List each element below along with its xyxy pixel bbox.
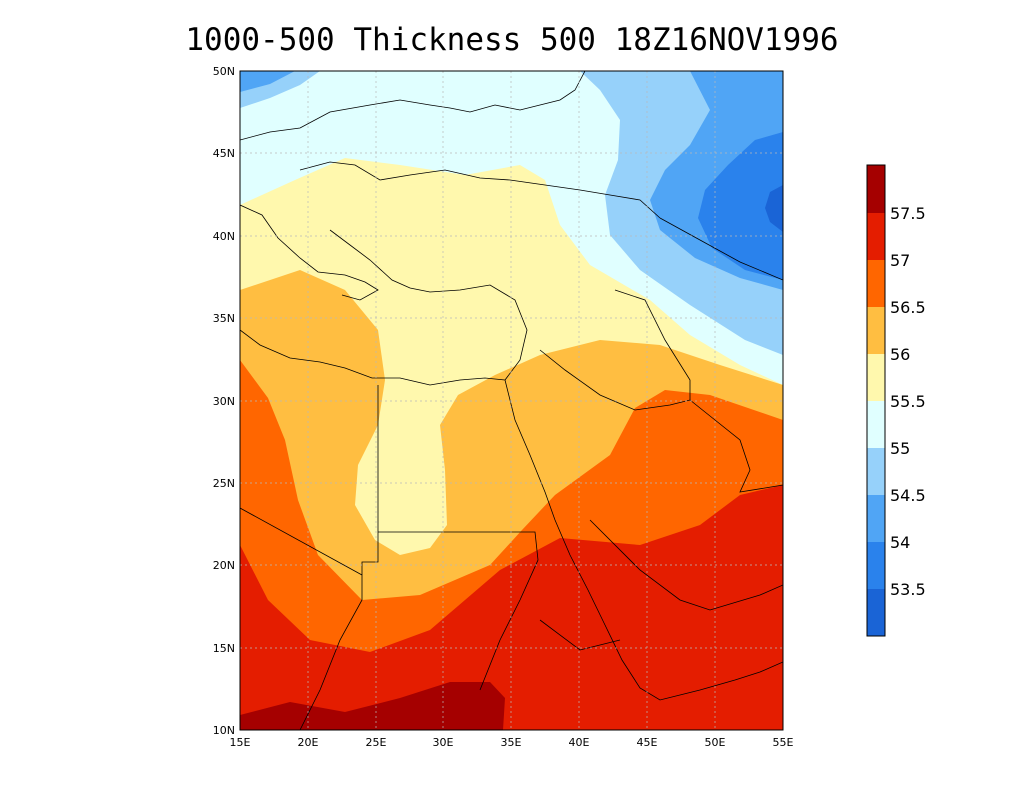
colorbar-swatch [867, 542, 885, 589]
lon-tick-label: 35E [501, 736, 522, 749]
colorbar-swatch [867, 589, 885, 636]
colorbar-label: 53.5 [890, 580, 926, 599]
colorbar: 53.5 54 54.5 55 55.5 56 56.5 57 57.5 [866, 164, 926, 637]
map-frame [239, 70, 784, 731]
colorbar-swatch [867, 401, 885, 448]
lon-tick-label: 20E [298, 736, 319, 749]
colorbar-label: 54 [890, 533, 910, 552]
band-53.5-54 [698, 132, 783, 280]
lon-tick-label: 15E [230, 736, 251, 749]
lat-tick-label: 35N [213, 312, 235, 325]
colorbar-frame [866, 164, 886, 637]
thickness-contour-fields [240, 71, 783, 730]
lon-tick-label: 40E [569, 736, 590, 749]
colorbar-swatch [867, 165, 885, 213]
longitude-axis: 15E 20E 25E 30E 35E 40E 45E 50E 55E [230, 736, 794, 749]
lon-tick-label: 45E [637, 736, 658, 749]
lat-tick-label: 15N [213, 642, 235, 655]
colorbar-swatch [867, 307, 885, 354]
lat-tick-label: 10N [213, 724, 235, 737]
colorbar-swatch [867, 260, 885, 307]
lat-tick-label: 25N [213, 477, 235, 490]
lon-tick-label: 30E [433, 736, 454, 749]
band-nw-54-54.5 [240, 71, 295, 92]
map-gridlines [240, 71, 783, 730]
map-title: 1000-500 Thickness 500 18Z16NOV1996 [185, 22, 839, 58]
colorbar-label: 55.5 [890, 392, 926, 411]
colorbar-label: 57 [890, 251, 910, 270]
band-lt-53.5 [765, 185, 783, 232]
lon-tick-label: 50E [705, 736, 726, 749]
lon-tick-label: 25E [366, 736, 387, 749]
colorbar-label: 56.5 [890, 298, 926, 317]
colorbar-swatch [867, 354, 885, 401]
colorbar-label: 57.5 [890, 204, 926, 223]
colorbar-label: 56 [890, 345, 910, 364]
colorbar-swatch [867, 495, 885, 542]
colorbar-swatch [867, 448, 885, 495]
lat-tick-label: 45N [213, 147, 235, 160]
lat-tick-label: 40N [213, 230, 235, 243]
lon-tick-label: 55E [773, 736, 794, 749]
lat-tick-label: 50N [213, 65, 235, 78]
latitude-axis: 50N 45N 40N 35N 30N 25N 20N 15N 10N [213, 65, 235, 737]
lat-tick-label: 20N [213, 559, 235, 572]
colorbar-label: 55 [890, 439, 910, 458]
lat-tick-label: 30N [213, 395, 235, 408]
colorbar-swatch [867, 213, 885, 260]
colorbar-label: 54.5 [890, 486, 926, 505]
